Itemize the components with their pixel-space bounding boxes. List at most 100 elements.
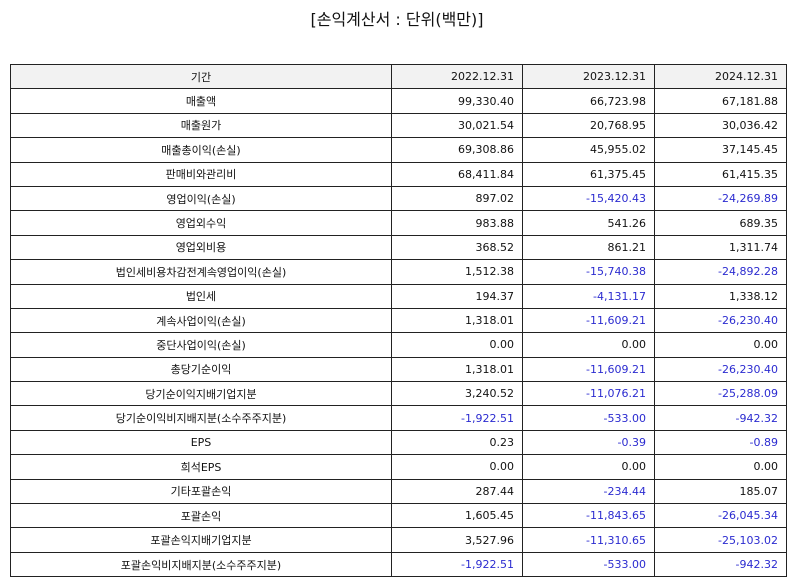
value-cell: 69,308.86: [391, 137, 523, 163]
value-cell: -1,922.51: [391, 551, 523, 578]
table-row: 당기순이익지배기업지분 3,240.52 -11,076.21 -25,288.09: [10, 381, 787, 407]
table-row: 판매비와관리비 68,411.84 61,375.45 61,415.35: [10, 161, 787, 187]
value-cell: 185.07: [654, 478, 787, 505]
value-cell: 368.52: [391, 234, 523, 261]
value-cell: 0.00: [654, 332, 787, 358]
table-row: 법인세 194.37 -4,131.17 1,338.12: [10, 283, 787, 309]
value-cell: 541.26: [522, 210, 655, 236]
value-cell: -4,131.17: [522, 283, 655, 309]
row-label: 포괄손익비지배지분(소수주주지분): [10, 551, 392, 578]
value-cell: 3,240.52: [391, 381, 523, 407]
row-label: 매출총이익(손실): [10, 137, 392, 163]
value-cell: 61,375.45: [522, 161, 655, 187]
value-cell: 983.88: [391, 210, 523, 236]
income-table: 기간 2022.12.31 2023.12.31 2024.12.31 매출액 99,3…: [10, 63, 787, 578]
title: [손익계산서 : 단위(백만)]: [310, 10, 484, 29]
value-cell: -24,269.89: [654, 185, 787, 212]
value-cell: 1,512.38: [391, 259, 523, 285]
row-label: 당기순이익지배기업지분: [10, 381, 392, 407]
value-cell: 194.37: [391, 283, 523, 309]
table-row: 희석EPS 0.00 0.00 0.00: [10, 454, 787, 480]
row-label: 포괄손익지배기업지분: [10, 527, 392, 553]
table-row: 매출액 99,330.40 66,723.98 67,181.88: [10, 88, 787, 114]
table-row: 영업이익(손실) 897.02 -15,420.43 -24,269.89: [10, 185, 787, 212]
row-label: 법인세비용차감전계속영업이익(손실): [10, 259, 392, 285]
table-body: 매출액 99,330.40 66,723.98 67,181.88 매출원가 30,021…: [10, 88, 787, 578]
value-cell: 37,145.45: [654, 137, 787, 163]
row-label: 매출액: [10, 88, 392, 114]
value-cell: 0.00: [654, 454, 787, 480]
value-cell: -234.44: [522, 478, 655, 505]
header-row: 기간 2022.12.31 2023.12.31 2024.12.31: [10, 63, 787, 90]
table-row: 당기순이익비지배지분(소수주주지분) -1,922.51 -533.00 -942.3…: [10, 405, 787, 431]
row-label: 판매비와관리비: [10, 161, 392, 187]
value-cell: 3,527.96: [391, 527, 523, 553]
value-cell: -26,045.34: [654, 503, 787, 529]
value-cell: 287.44: [391, 478, 523, 505]
value-cell: -11,609.21: [522, 307, 655, 334]
row-label: 희석EPS: [10, 454, 392, 480]
table-row: 포괄손익 1,605.45 -11,843.65 -26,045.34: [10, 503, 787, 529]
value-cell: 861.21: [522, 234, 655, 261]
value-cell: 0.00: [391, 332, 523, 358]
value-cell: -25,103.02: [654, 527, 787, 553]
value-cell: -15,420.43: [522, 185, 655, 212]
row-label: 중단사업이익(손실): [10, 332, 392, 358]
value-cell: -533.00: [522, 405, 655, 431]
value-cell: 30,036.42: [654, 112, 787, 139]
header-cell: 기간: [10, 63, 392, 90]
value-cell: 61,415.35: [654, 161, 787, 187]
row-label: 계속사업이익(손실): [10, 307, 392, 334]
table-row: 포괄손익비지배지분(소수주주지분) -1,922.51 -533.00 -942.32: [10, 551, 787, 578]
row-label: 법인세: [10, 283, 392, 309]
table-row: 매출총이익(손실) 69,308.86 45,955.02 37,145.45: [10, 137, 787, 163]
value-cell: -26,230.40: [654, 307, 787, 334]
value-cell: 68,411.84: [391, 161, 523, 187]
row-label: 기타포괄손익: [10, 478, 392, 505]
row-label: 포괄손익: [10, 503, 392, 529]
value-cell: 1,318.01: [391, 356, 523, 383]
table-row: 총당기순이익 1,318.01 -11,609.21 -26,230.40: [10, 356, 787, 383]
value-cell: 0.00: [391, 454, 523, 480]
value-cell: -11,310.65: [522, 527, 655, 553]
value-cell: -25,288.09: [654, 381, 787, 407]
value-cell: 20,768.95: [522, 112, 655, 139]
value-cell: -24,892.28: [654, 259, 787, 285]
header-cell: 2023.12.31: [522, 63, 655, 90]
value-cell: 897.02: [391, 185, 523, 212]
value-cell: 0.23: [391, 429, 523, 456]
value-cell: -0.89: [654, 429, 787, 456]
value-cell: 1,318.01: [391, 307, 523, 334]
row-label: 총당기순이익: [10, 356, 392, 383]
value-cell: 0.00: [522, 454, 655, 480]
value-cell: 30,021.54: [391, 112, 523, 139]
value-cell: -15,740.38: [522, 259, 655, 285]
header-cell: 2024.12.31: [654, 63, 787, 90]
row-label: 당기순이익비지배지분(소수주주지분): [10, 405, 392, 431]
value-cell: 66,723.98: [522, 88, 655, 114]
value-cell: 45,955.02: [522, 137, 655, 163]
value-cell: -11,076.21: [522, 381, 655, 407]
value-cell: 1,311.74: [654, 234, 787, 261]
value-cell: -11,609.21: [522, 356, 655, 383]
table-row: 매출원가 30,021.54 20,768.95 30,036.42: [10, 112, 787, 139]
value-cell: 1,605.45: [391, 503, 523, 529]
value-cell: -942.32: [654, 551, 787, 578]
table-row: EPS 0.23 -0.39 -0.89: [10, 429, 787, 456]
row-label: EPS: [10, 429, 392, 456]
value-cell: -942.32: [654, 405, 787, 431]
table-row: 기타포괄손익 287.44 -234.44 185.07: [10, 478, 787, 505]
row-label: 영업이익(손실): [10, 185, 392, 212]
value-cell: 689.35: [654, 210, 787, 236]
row-label: 영업외비용: [10, 234, 392, 261]
value-cell: 1,338.12: [654, 283, 787, 309]
row-label: 영업외수익: [10, 210, 392, 236]
header-cell: 2022.12.31: [391, 63, 523, 90]
table-row: 포괄손익지배기업지분 3,527.96 -11,310.65 -25,103.02: [10, 527, 787, 553]
value-cell: -26,230.40: [654, 356, 787, 383]
row-label: 매출원가: [10, 112, 392, 139]
table-row: 영업외수익 983.88 541.26 689.35: [10, 210, 787, 236]
table-row: 영업외비용 368.52 861.21 1,311.74: [10, 234, 787, 261]
value-cell: -1,922.51: [391, 405, 523, 431]
